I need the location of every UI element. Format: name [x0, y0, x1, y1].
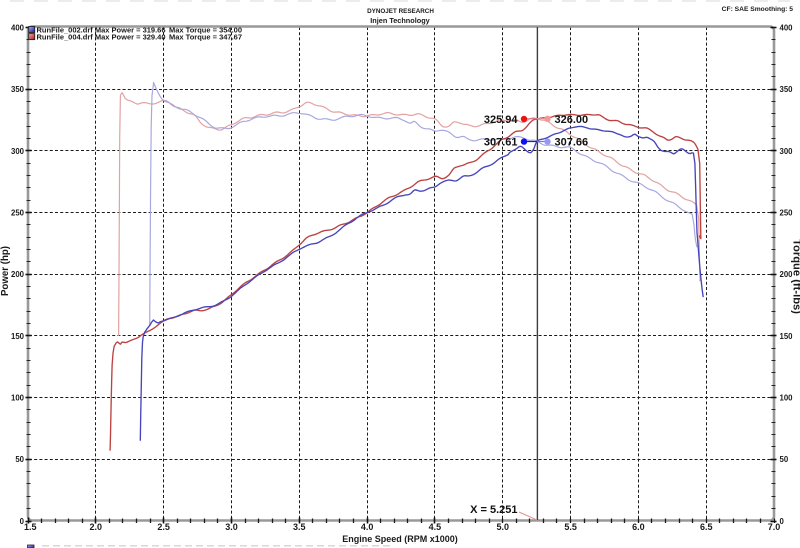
svg-text:0: 0 [780, 517, 785, 526]
svg-text:150: 150 [11, 332, 25, 341]
svg-text:Torque (ft-lbs): Torque (ft-lbs) [791, 239, 800, 314]
svg-text:1.5: 1.5 [24, 522, 37, 532]
svg-text:200: 200 [11, 270, 25, 279]
svg-text:7.0: 7.0 [768, 522, 781, 532]
svg-text:X = 5.251: X = 5.251 [470, 504, 517, 516]
svg-text:Power (hp): Power (hp) [0, 246, 11, 296]
svg-text:400: 400 [11, 23, 25, 32]
svg-text:400: 400 [780, 23, 794, 32]
svg-text:350: 350 [780, 85, 794, 94]
svg-text:6.0: 6.0 [632, 522, 645, 532]
svg-text:350: 350 [11, 85, 25, 94]
svg-text:50: 50 [15, 455, 24, 464]
svg-text:5.0: 5.0 [496, 522, 509, 532]
svg-text:3.5: 3.5 [293, 522, 306, 532]
svg-text:3.0: 3.0 [225, 522, 238, 532]
svg-text:300: 300 [780, 147, 794, 156]
svg-text:5.5: 5.5 [564, 522, 577, 532]
svg-text:DYNOJET RESEARCH: DYNOJET RESEARCH [367, 8, 434, 15]
svg-text:307.66: 307.66 [555, 136, 589, 148]
svg-text:Max Torque = 347.67: Max Torque = 347.67 [169, 33, 242, 42]
svg-text:2.5: 2.5 [157, 522, 170, 532]
svg-text:50: 50 [780, 455, 789, 464]
svg-text:RunFile_004.drf Max Power = 32: RunFile_004.drf Max Power = 329.40 [37, 33, 166, 42]
svg-text:CF: SAE Smoothing: 5: CF: SAE Smoothing: 5 [722, 6, 794, 13]
svg-text:6.5: 6.5 [700, 522, 713, 532]
svg-text:Injen Technology: Injen Technology [370, 16, 430, 25]
svg-text:Max Torque = 354.00: Max Torque = 354.00 [169, 25, 242, 34]
svg-text:4.0: 4.0 [361, 522, 374, 532]
svg-text:2.0: 2.0 [90, 522, 103, 532]
svg-text:RunFile_002.drf Max Power = 31: RunFile_002.drf Max Power = 319.66 [37, 25, 166, 34]
svg-text:326.00: 326.00 [555, 114, 589, 126]
svg-text:300: 300 [11, 147, 25, 156]
svg-text:4.5: 4.5 [429, 522, 442, 532]
svg-text:250: 250 [11, 208, 25, 217]
svg-text:100: 100 [780, 394, 794, 403]
svg-text:307.61: 307.61 [484, 136, 518, 148]
svg-text:0: 0 [20, 517, 25, 526]
svg-text:250: 250 [780, 208, 794, 217]
svg-text:200: 200 [780, 270, 794, 279]
svg-text:150: 150 [780, 332, 794, 341]
svg-text:325.94: 325.94 [484, 114, 519, 126]
svg-text:Engine Speed (RPM x1000): Engine Speed (RPM x1000) [342, 534, 458, 544]
svg-text:100: 100 [11, 394, 25, 403]
